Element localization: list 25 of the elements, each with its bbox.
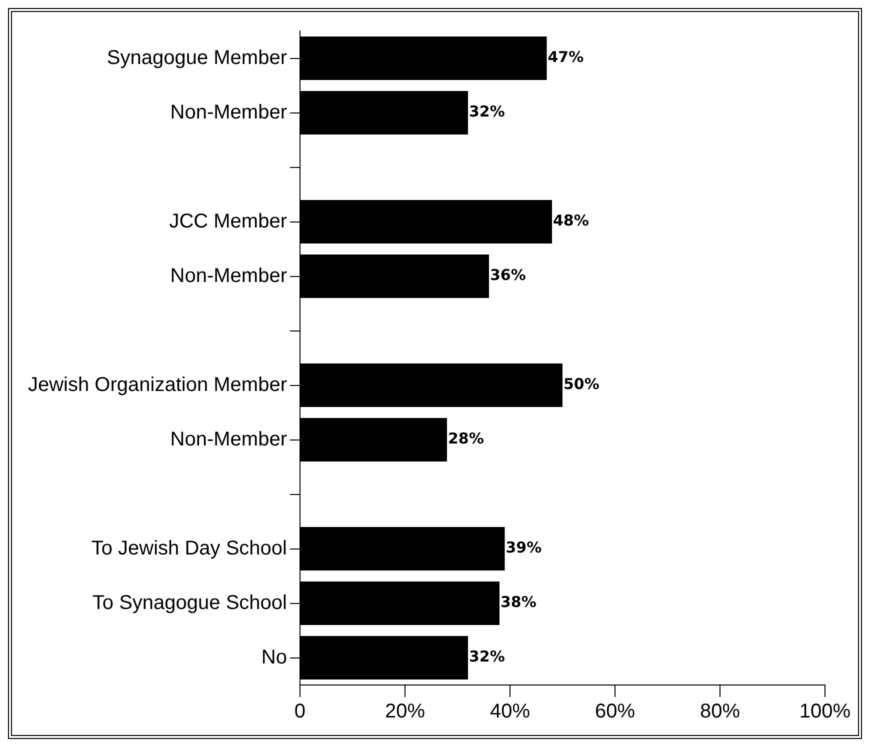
y-tick-label: Non-Member [170,101,288,124]
bar [300,36,547,80]
x-tick-label: 0 [294,700,306,723]
bar [300,636,468,680]
y-tick-label: To Jewish Day School [91,537,287,560]
bar [300,581,500,626]
bar [300,200,552,244]
y-tick-label: Non-Member [170,264,288,287]
x-tick-label: 100% [799,700,851,723]
x-tick-label: 40% [490,700,530,723]
y-tick-label: Jewish Organization Member [28,374,288,396]
frame-border: 0 20% 40% 60% 80% 100% Synagogue Member Non-Member JCC Member Non-Member Jewish Organization Member Non-Member To Jewish Day School To Synagogue School No 47% 32% 48% 36% 50% 28% 39% 38% 32% [8,8,862,739]
x-tick-label: 80% [700,700,740,723]
bar [300,363,562,408]
bar [300,418,447,462]
bar [300,90,468,135]
y-tick-label: To Synagogue School [92,592,287,614]
y-tick-label: No [261,646,287,668]
x-tick-label: 60% [594,700,636,723]
y-tick-label: JCC Member [169,210,288,232]
x-tick-label: 20% [384,700,426,723]
y-tick-label: Synagogue Member [106,46,288,69]
y-tick-label: Non-Member [170,428,288,450]
bar [300,526,505,571]
bar [300,254,489,298]
